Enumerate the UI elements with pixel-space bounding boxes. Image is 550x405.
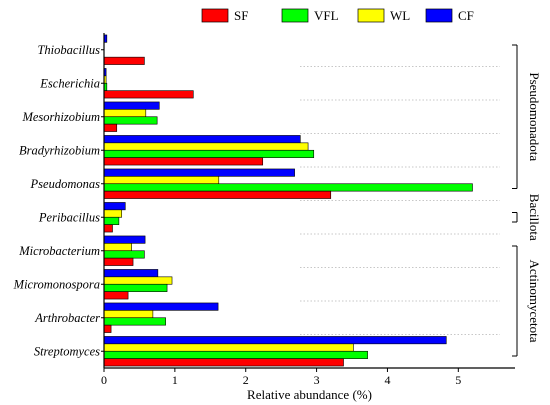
legend-swatch <box>201 8 229 23</box>
category-label: Escherichia <box>39 76 100 90</box>
category-label: Bradyrhizobium <box>19 143 100 157</box>
bar <box>103 257 134 266</box>
bar <box>103 183 473 192</box>
legend-label: SF <box>234 8 248 23</box>
category-label: Mesorhizobium <box>21 110 100 124</box>
group-label: Actinomycetota <box>527 259 542 342</box>
legend-label: VFL <box>314 8 339 23</box>
x-tick-label: 1 <box>172 373 178 387</box>
bar <box>103 302 219 311</box>
group-label: Pseudomonadota <box>527 72 542 161</box>
bar <box>103 168 295 177</box>
bar <box>103 142 309 151</box>
bar <box>103 317 166 326</box>
bar <box>103 283 168 292</box>
bar <box>103 123 118 132</box>
legend-swatch <box>281 8 309 23</box>
bar <box>103 336 447 345</box>
legend-label: WL <box>390 8 410 23</box>
bar <box>103 269 159 278</box>
bar <box>103 109 147 118</box>
bar <box>103 250 145 259</box>
bar <box>103 350 368 359</box>
bar <box>103 202 126 211</box>
bar <box>103 116 158 125</box>
category-label: Microbacterium <box>18 244 100 258</box>
x-tick-label: 5 <box>455 373 461 387</box>
bar <box>103 358 344 367</box>
category-label: Arthrobacter <box>34 311 100 325</box>
bar <box>103 235 146 244</box>
category-label: Peribacillus <box>38 210 100 224</box>
category-label: Micromonospora <box>13 277 100 291</box>
bar <box>103 149 315 158</box>
bar <box>103 324 112 333</box>
bar <box>103 243 132 252</box>
bar <box>103 224 113 233</box>
category-label: Streptomyces <box>34 344 100 358</box>
x-tick-label: 2 <box>243 373 249 387</box>
x-tick-label: 4 <box>384 373 390 387</box>
bar <box>103 291 129 300</box>
group-label: Bacillota <box>527 194 542 241</box>
bar <box>103 310 154 319</box>
x-tick-label: 0 <box>101 373 107 387</box>
bar <box>103 276 173 285</box>
bar <box>103 90 194 99</box>
category-label: Thiobacillus <box>37 43 100 57</box>
bar <box>103 216 120 225</box>
bar <box>103 56 145 65</box>
legend-swatch <box>425 8 453 23</box>
bar <box>103 343 354 352</box>
category-label: Pseudomonas <box>30 177 101 191</box>
bar <box>103 176 220 185</box>
legend-label: CF <box>458 8 474 23</box>
bar <box>103 157 264 166</box>
legend-swatch <box>357 8 385 23</box>
bar <box>103 101 160 110</box>
bar <box>103 135 301 144</box>
bar <box>103 209 123 218</box>
x-axis-title: Relative abundance (%) <box>247 387 372 402</box>
bar <box>103 190 332 199</box>
x-tick-label: 3 <box>314 373 320 387</box>
